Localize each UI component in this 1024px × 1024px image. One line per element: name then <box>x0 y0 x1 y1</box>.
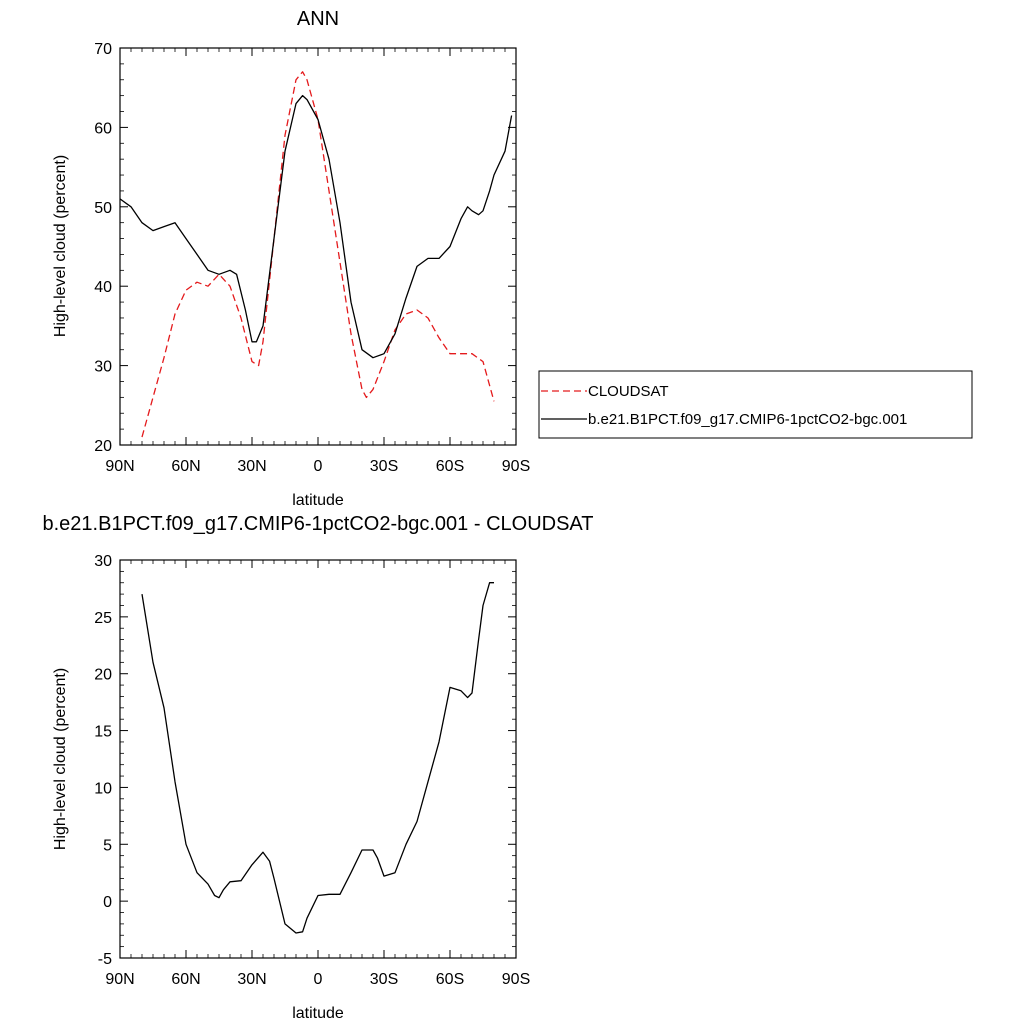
x-tick-label: 60S <box>436 971 464 988</box>
x-tick-label: 30S <box>370 971 398 988</box>
y-axis-label: High-level cloud (percent) <box>52 668 69 850</box>
y-ticks: -5 0 5 10 15 20 25 30 <box>94 553 516 968</box>
series-layer <box>141 582 494 934</box>
x-tick-label: 90S <box>502 971 530 988</box>
y-tick-label: 40 <box>94 279 112 296</box>
y-tick-label: 10 <box>94 780 112 797</box>
legend-label-cloudsat: CLOUDSAT <box>588 383 669 400</box>
panel-ann: ANN 20 30 40 50 60 70 90N 60N 30N 0 30S 60S 90S lat… <box>52 8 973 509</box>
x-tick-label: 30S <box>370 458 398 475</box>
x-ticks: 90N 60N 30N 0 30S 60S 90S <box>105 48 530 475</box>
y-tick-label: 60 <box>94 120 112 137</box>
x-ticks: 90N 60N 30N 0 30S 60S 90S <box>105 560 530 988</box>
x-axis-label: latitude <box>292 492 344 509</box>
series-line-model <box>119 94 513 359</box>
plot-frame <box>119 559 517 959</box>
chart-title: ANN <box>297 8 339 30</box>
panel-difference: b.e21.B1PCT.f09_g17.CMIP6-1pctCO2-bgc.00… <box>43 513 594 1022</box>
x-tick-label: 30N <box>237 971 266 988</box>
series-layer <box>119 71 513 438</box>
legend: CLOUDSAT b.e21.B1PCT.f09_g17.CMIP6-1pctC… <box>538 370 973 439</box>
y-tick-label: 0 <box>103 894 112 911</box>
series-line-cloudsat <box>141 71 495 438</box>
x-tick-label: 90N <box>105 971 134 988</box>
plot-frame <box>119 47 517 446</box>
y-tick-label: 20 <box>94 667 112 684</box>
x-tick-label: 90N <box>105 458 134 475</box>
y-axis-label: High-level cloud (percent) <box>52 155 69 337</box>
x-tick-label: 0 <box>314 971 323 988</box>
y-tick-label: 30 <box>94 359 112 376</box>
y-tick-label: 5 <box>103 837 112 854</box>
x-tick-label: 60N <box>171 458 200 475</box>
x-tick-label: 0 <box>314 458 323 475</box>
y-tick-label: -5 <box>98 951 112 968</box>
series-line-model <box>141 582 494 934</box>
chart-title: b.e21.B1PCT.f09_g17.CMIP6-1pctCO2-bgc.00… <box>43 513 594 535</box>
y-tick-label: 70 <box>94 41 112 58</box>
legend-label-model: b.e21.B1PCT.f09_g17.CMIP6-1pctCO2-bgc.00… <box>588 411 907 428</box>
x-tick-label: 30N <box>237 458 266 475</box>
legend-box <box>538 370 973 439</box>
x-tick-label: 90S <box>502 458 530 475</box>
x-tick-label: 60S <box>436 458 464 475</box>
x-tick-label: 60N <box>171 971 200 988</box>
y-ticks: 20 30 40 50 60 70 <box>94 41 516 455</box>
x-axis-label: latitude <box>292 1005 344 1022</box>
y-tick-label: 25 <box>94 610 112 627</box>
y-tick-label: 30 <box>94 553 112 570</box>
y-tick-label: 15 <box>94 724 112 741</box>
y-tick-label: 50 <box>94 200 112 217</box>
y-tick-label: 20 <box>94 438 112 455</box>
